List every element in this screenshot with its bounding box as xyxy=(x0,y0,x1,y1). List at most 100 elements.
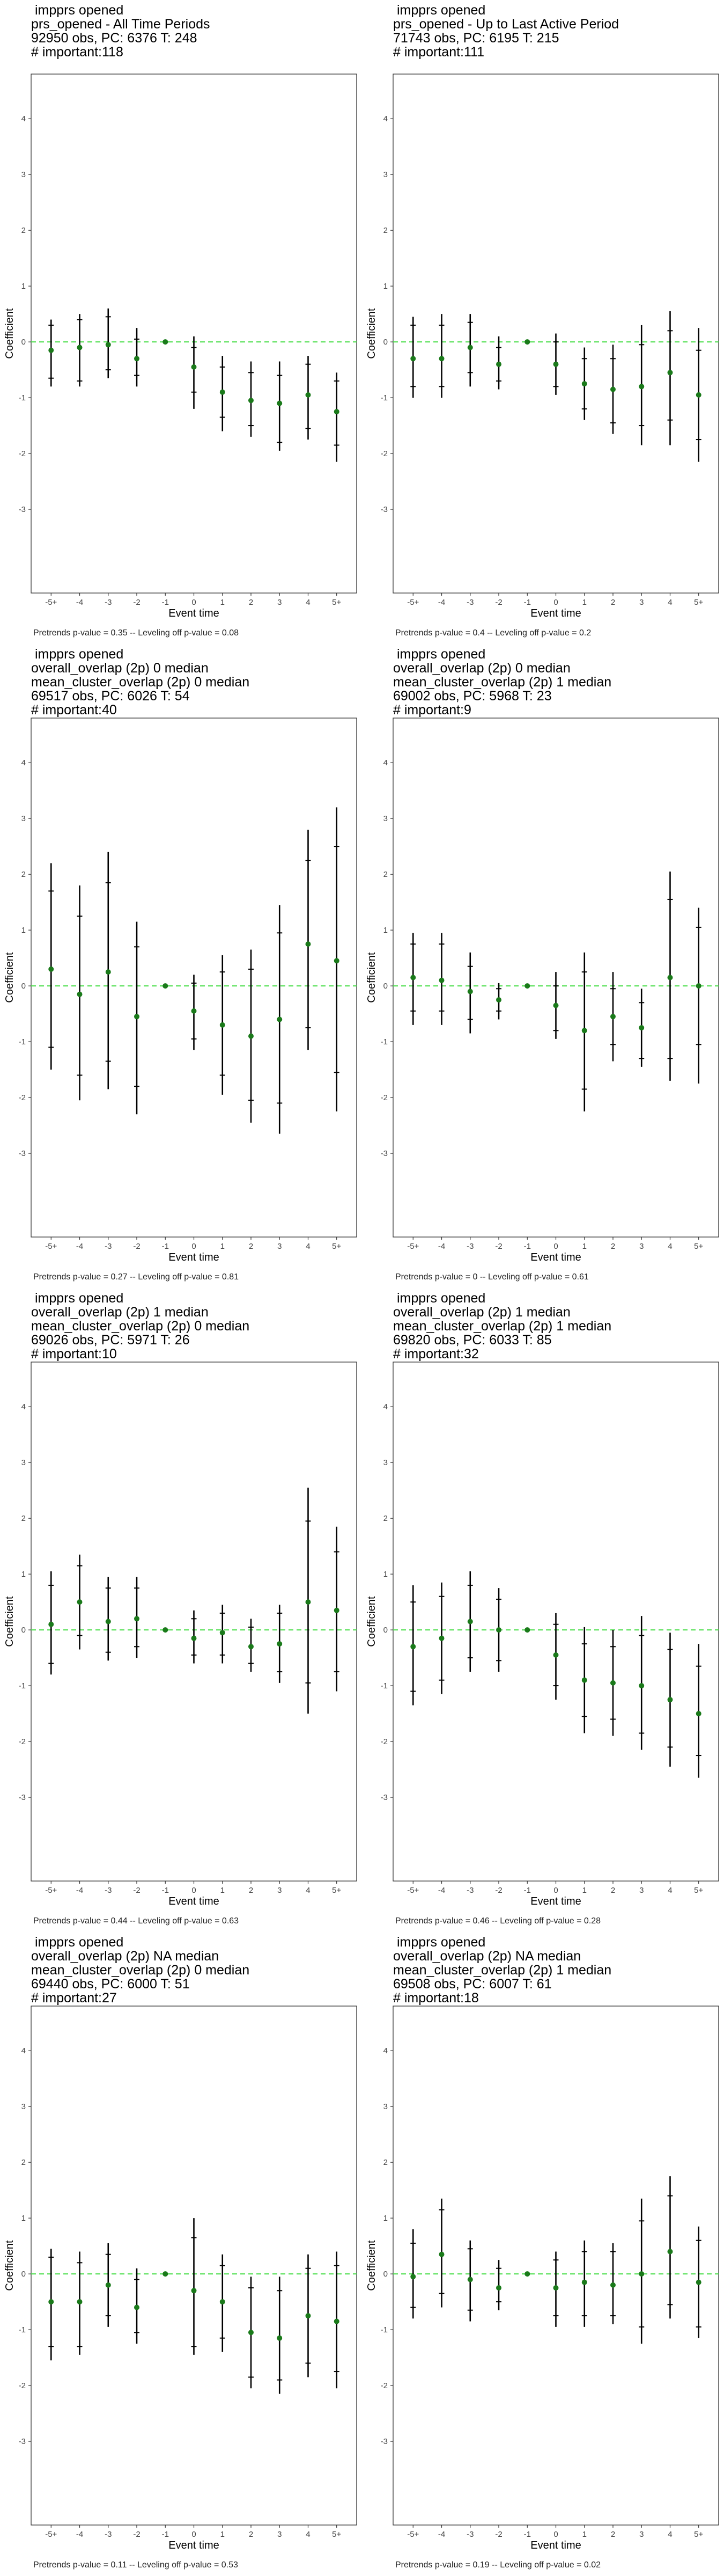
event-study-panel: impprs opened overall_overlap (2p) 0 medi… xyxy=(0,644,362,1288)
panel-title-line: 71743 obs, PC: 6195 T: 215 xyxy=(393,31,559,46)
x-tick-label: 4 xyxy=(306,1886,310,1895)
y-tick-label: 2 xyxy=(383,2158,388,2167)
event-study-panel: impprs opened overall_overlap (2p) NA med… xyxy=(362,1932,724,2576)
y-tick-label: 1 xyxy=(21,2214,26,2223)
y-axis-title: Coefficient xyxy=(4,308,16,359)
coefficient-point xyxy=(696,983,701,989)
x-axis-title: Event time xyxy=(168,2540,219,2551)
x-axis-title: Event time xyxy=(530,1252,581,1263)
x-tick-label: -1 xyxy=(162,598,169,607)
coefficient-point xyxy=(696,392,701,398)
y-tick-label: -3 xyxy=(19,1149,26,1158)
x-tick-label: 3 xyxy=(639,2530,644,2539)
coefficient-point xyxy=(410,1644,416,1650)
panel-title-line: impprs opened xyxy=(393,1935,486,1950)
pvalue-footnote: Pretrends p-value = 0.19 -- Leveling off… xyxy=(395,2560,601,2570)
coefficient-point xyxy=(219,1022,225,1028)
coefficient-point xyxy=(639,1025,645,1031)
y-axis-title: Coefficient xyxy=(366,952,378,1003)
panel-title-line: impprs opened xyxy=(31,1291,124,1306)
panel-title-line: # important:32 xyxy=(393,1346,479,1362)
panel-title-line: impprs opened xyxy=(393,3,486,18)
coefficient-point xyxy=(305,2313,311,2319)
y-tick-label: 3 xyxy=(383,170,388,179)
coefficient-point xyxy=(77,1599,83,1605)
x-tick-label: 2 xyxy=(249,2530,253,2539)
x-tick-label: 4 xyxy=(668,598,672,607)
panel-title: impprs opened prs_opened - Up to Last Act… xyxy=(393,3,619,59)
x-tick-label: 1 xyxy=(582,598,587,607)
plot-area: -3 -2 -1 0 1 2 3 4 -5+ -4 -3 -2 -1 0 1 2 3 4 5+ Event time C… xyxy=(366,1362,719,1907)
plot-area: -3 -2 -1 0 1 2 3 4 -5+ -4 -3 -2 -1 0 1 2 3 4 5+ Event time C… xyxy=(366,2006,719,2551)
y-axis-title: Coefficient xyxy=(4,952,16,1003)
x-tick-label: 1 xyxy=(582,2530,587,2539)
x-axis-title: Event time xyxy=(530,608,581,619)
coefficient-point xyxy=(467,2277,473,2282)
x-tick-label: 1 xyxy=(582,1886,587,1895)
panel-title-line: mean_cluster_overlap (2p) 1 median xyxy=(393,1963,612,1978)
x-tick-label: 3 xyxy=(639,598,644,607)
coefficient-point xyxy=(105,342,111,348)
y-tick-label: 4 xyxy=(383,2046,388,2055)
y-tick-label: -3 xyxy=(19,505,26,514)
coefficient-point xyxy=(581,1028,587,1034)
x-tick-label: -2 xyxy=(495,598,502,607)
x-axis-title: Event time xyxy=(168,608,219,619)
panel-title-line: # important:40 xyxy=(31,702,117,718)
coefficient-point xyxy=(410,356,416,362)
y-tick-label: -1 xyxy=(19,1681,26,1690)
x-tick-label: 5+ xyxy=(694,598,703,607)
coefficient-point xyxy=(162,1627,168,1633)
x-tick-label: 1 xyxy=(220,2530,225,2539)
y-tick-label: 2 xyxy=(383,1514,388,1523)
x-tick-label: -1 xyxy=(524,1242,531,1251)
x-tick-label: 5+ xyxy=(332,2530,341,2539)
coefficient-point xyxy=(248,1033,254,1039)
y-tick-label: 3 xyxy=(383,814,388,823)
coefficient-point xyxy=(248,1644,254,1650)
coefficient-point xyxy=(105,969,111,975)
coefficient-point xyxy=(439,356,445,362)
x-tick-label: -1 xyxy=(162,2530,169,2539)
plot-area: -3 -2 -1 0 1 2 3 4 -5+ -4 -3 -2 -1 0 1 2 3 4 5+ Event time C… xyxy=(4,74,357,619)
panel-title-line: # important:9 xyxy=(393,702,471,718)
y-tick-label: 4 xyxy=(383,1402,388,1411)
panel-title-line: # important:18 xyxy=(393,1990,479,2006)
x-tick-label: -5+ xyxy=(45,1886,57,1895)
panel-title-line: prs_opened - All Time Periods xyxy=(31,17,210,32)
x-tick-label: 2 xyxy=(611,1242,615,1251)
panel-title-line: 69440 obs, PC: 6000 T: 51 xyxy=(31,1977,190,1992)
x-tick-label: -3 xyxy=(467,2530,474,2539)
x-tick-label: -3 xyxy=(105,1886,112,1895)
pvalue-footnote: Pretrends p-value = 0.46 -- Leveling off… xyxy=(395,1916,601,1926)
coefficient-point xyxy=(48,347,54,353)
event-study-panel: impprs opened overall_overlap (2p) NA med… xyxy=(0,1932,362,2576)
panel-title: impprs opened prs_opened - All Time Perio… xyxy=(31,3,210,59)
y-tick-label: 1 xyxy=(21,1570,26,1579)
x-tick-label: 5+ xyxy=(694,2530,703,2539)
x-tick-label: 3 xyxy=(639,1242,644,1251)
x-tick-label: -3 xyxy=(105,2530,112,2539)
x-tick-label: -2 xyxy=(495,1886,502,1895)
y-tick-label: 4 xyxy=(21,114,26,123)
x-tick-label: 0 xyxy=(553,598,558,607)
panel-title-line: mean_cluster_overlap (2p) 0 median xyxy=(31,675,250,690)
x-tick-label: -5+ xyxy=(45,2530,57,2539)
panel-title-line: impprs opened xyxy=(31,3,124,18)
coefficient-point xyxy=(553,2285,559,2291)
coefficient-point xyxy=(581,2279,587,2285)
x-axis-title: Event time xyxy=(530,1896,581,1907)
coefficient-point xyxy=(524,983,530,989)
y-tick-label: -2 xyxy=(381,1737,388,1746)
y-tick-label: 0 xyxy=(21,982,26,991)
x-tick-label: -5+ xyxy=(45,598,57,607)
coefficient-point xyxy=(467,1619,473,1624)
x-tick-label: -3 xyxy=(105,598,112,607)
plot-area: -3 -2 -1 0 1 2 3 4 -5+ -4 -3 -2 -1 0 1 2 3 4 5+ Event time C… xyxy=(4,718,357,1263)
coefficient-point xyxy=(439,977,445,983)
y-tick-label: 1 xyxy=(21,282,26,291)
x-axis-title: Event time xyxy=(168,1252,219,1263)
coefficient-point xyxy=(219,389,225,395)
panel-title-line: # important:27 xyxy=(31,1990,117,2006)
panel-title-line: overall_overlap (2p) NA median xyxy=(31,1949,219,1964)
